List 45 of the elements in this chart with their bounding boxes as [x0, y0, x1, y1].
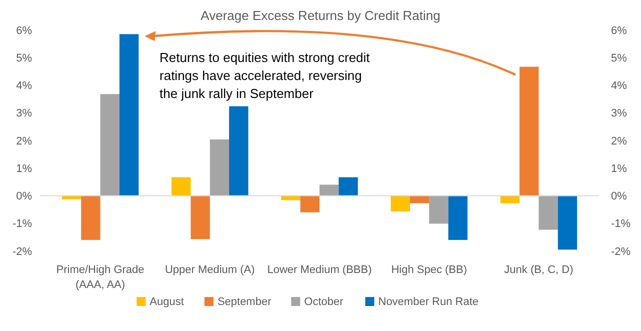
bar	[100, 94, 120, 196]
y-tick-label: -1%	[12, 218, 32, 230]
y-tick-label: 3%	[16, 108, 32, 120]
y2-tick-label: 1%	[611, 162, 628, 175]
annotation: Returns to equities with strong credit ratings have accelerated, reversing the junk rally in September	[160, 50, 370, 101]
bar	[81, 196, 100, 240]
y2-tick-label: 4%	[611, 80, 628, 92]
legend-label: November Run Rate	[378, 296, 479, 308]
chart-title: Average Excess Returns by Credit Rating	[200, 8, 440, 23]
x-tick-label: Prime/High Grade (AAA, AA)	[56, 264, 144, 291]
y2-tick-label: 6%	[611, 24, 628, 37]
legend-label: September	[217, 296, 272, 308]
y2-tick-label: 5%	[611, 52, 628, 64]
y2-tick-label: 3%	[611, 108, 628, 120]
bar	[300, 196, 320, 212]
legend-label: August	[150, 296, 184, 308]
bar	[190, 196, 210, 240]
y-tick-label: 4%	[16, 80, 32, 92]
bar	[429, 196, 448, 224]
y-tick-label: 2%	[16, 135, 32, 148]
y2-tick-label: -1%	[611, 218, 631, 230]
y2-tick-label: 0%	[611, 190, 628, 203]
x-tick-label: Lower Medium (BBB)	[267, 264, 372, 276]
bar	[172, 177, 191, 196]
bar	[119, 34, 139, 196]
bar	[538, 196, 558, 230]
y-tick-label: -2%	[12, 246, 32, 258]
bar	[229, 106, 248, 196]
y2-tick-label: 2%	[611, 135, 628, 148]
bar	[390, 196, 410, 212]
bar	[320, 184, 339, 196]
y-tick-label: 0%	[16, 190, 32, 203]
y2-tick-label: -2%	[611, 246, 631, 258]
x-tick-label: Junk (B, C, D)	[504, 264, 574, 276]
bar	[558, 196, 578, 250]
bar	[338, 177, 358, 196]
y-tick-label: 5%	[16, 52, 32, 64]
legend-label: October	[304, 296, 344, 308]
x-tick-label: High Spec (BB)	[391, 264, 468, 276]
bar	[448, 196, 468, 240]
x-tick-label: Upper Medium (A)	[164, 264, 255, 276]
bar	[210, 139, 230, 196]
y-tick-label: 6%	[16, 24, 32, 37]
bar	[520, 66, 539, 196]
y-tick-label: 1%	[16, 162, 32, 175]
